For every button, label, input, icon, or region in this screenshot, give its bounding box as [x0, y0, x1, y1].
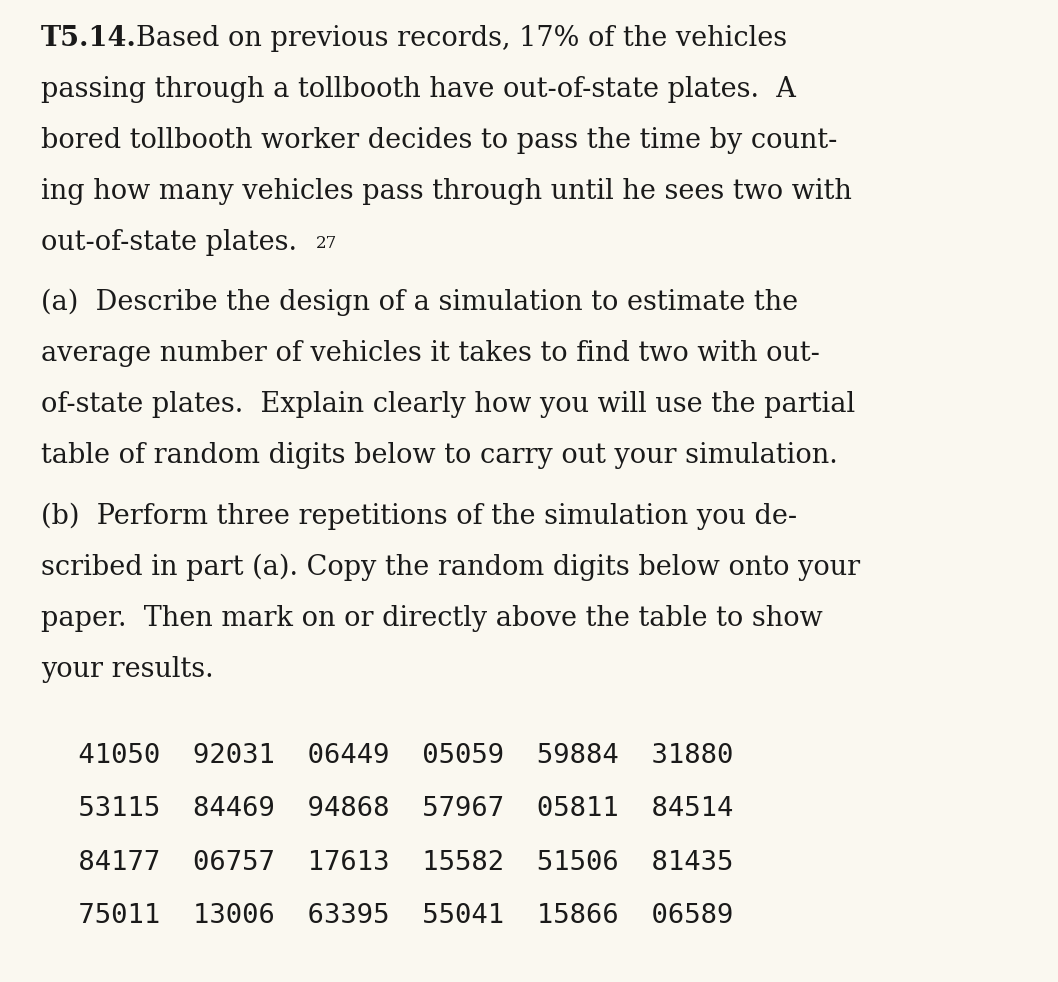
Text: 75011  13006  63395  55041  15866  06589: 75011 13006 63395 55041 15866 06589 [61, 903, 733, 929]
Text: ing how many vehicles pass through until he sees two with: ing how many vehicles pass through until… [41, 178, 852, 204]
Text: 53115  84469  94868  57967  05811  84514: 53115 84469 94868 57967 05811 84514 [61, 796, 733, 822]
Text: paper.  Then mark on or directly above the table to show: paper. Then mark on or directly above th… [41, 605, 823, 631]
Text: scribed in part (a). Copy the random digits below onto your: scribed in part (a). Copy the random dig… [41, 554, 860, 581]
Text: 84177  06757  17613  15582  51506  81435: 84177 06757 17613 15582 51506 81435 [61, 849, 733, 876]
Text: table of random digits below to carry out your simulation.: table of random digits below to carry ou… [41, 442, 838, 469]
Text: Based on previous records, 17% of the vehicles: Based on previous records, 17% of the ve… [136, 25, 787, 51]
Text: 27: 27 [316, 235, 338, 251]
Text: passing through a tollbooth have out-of-state plates.  A: passing through a tollbooth have out-of-… [41, 76, 796, 102]
Text: average number of vehicles it takes to find two with out-: average number of vehicles it takes to f… [41, 340, 820, 367]
Text: 41050  92031  06449  05059  59884  31880: 41050 92031 06449 05059 59884 31880 [61, 742, 733, 769]
Text: your results.: your results. [41, 656, 214, 682]
Text: (a)  Describe the design of a simulation to estimate the: (a) Describe the design of a simulation … [41, 289, 798, 316]
Text: (b)  Perform three repetitions of the simulation you de-: (b) Perform three repetitions of the sim… [41, 503, 797, 530]
Text: T5.14.: T5.14. [41, 25, 136, 51]
Text: out-of-state plates.: out-of-state plates. [41, 229, 297, 255]
Text: of-state plates.  Explain clearly how you will use the partial: of-state plates. Explain clearly how you… [41, 391, 855, 418]
Text: bored tollbooth worker decides to pass the time by count-: bored tollbooth worker decides to pass t… [41, 127, 838, 153]
